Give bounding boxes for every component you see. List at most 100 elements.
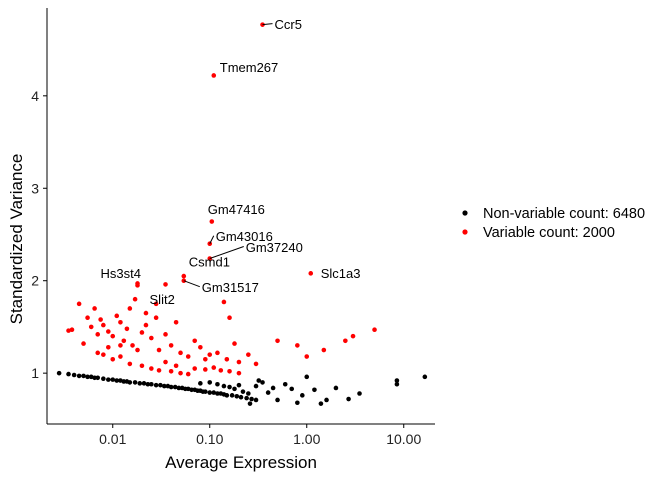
nonvariable-point-77 (422, 374, 428, 380)
ticks-layer: 0.01 0.10 1.00 10.00 1 2 3 4 (31, 88, 421, 447)
nonvariable-point-58 (246, 391, 251, 396)
variable-point-64 (236, 370, 242, 376)
variable-point-30 (198, 344, 203, 350)
x-tick-label-0: 0.01 (99, 431, 126, 447)
y-axis-title: Standardized Variance (7, 154, 26, 325)
gene-label-hs3st4: Hs3st4 (101, 266, 141, 281)
nonvariable-point-72 (333, 385, 339, 391)
label-leader-gm31517 (183, 280, 200, 288)
y-tick-label-0: 1 (31, 365, 39, 381)
nonvariable-point-2 (71, 372, 77, 378)
variable-point-20 (143, 322, 149, 328)
gene-label-slc1a3: Slc1a3 (321, 266, 361, 281)
variable-point-59 (192, 366, 198, 371)
nonvariable-point-66 (295, 400, 300, 406)
nonvariable-point-1 (66, 371, 71, 377)
variable-point-49 (149, 366, 154, 371)
variable-point-45 (372, 327, 377, 333)
x-tick-label-2: 1.00 (293, 431, 320, 447)
points-layer (56, 283, 428, 406)
variable-point-63 (227, 369, 232, 374)
highlighted-point-hs3st4 (135, 281, 140, 286)
variable-point-58 (173, 363, 179, 369)
nonvariable-point-26 (168, 384, 174, 390)
variable-point-32 (207, 352, 213, 357)
variable-point-41 (304, 354, 310, 359)
gene-label-slit2: Slit2 (150, 292, 175, 307)
variable-point-21 (149, 335, 154, 341)
variable-point-14 (121, 338, 127, 344)
nonvariable-point-73 (346, 396, 351, 402)
variable-point-53 (185, 371, 191, 377)
variable-point-43 (343, 338, 348, 344)
variable-point-7 (95, 332, 101, 337)
nonvariable-point-12 (114, 378, 120, 383)
nonvariable-point-11 (110, 377, 116, 382)
nonvariable-point-21 (149, 381, 154, 387)
variable-point-37 (246, 352, 251, 357)
variable-point-70 (118, 343, 123, 348)
variable-point-56 (135, 347, 140, 353)
gene-label-ccr5: Ccr5 (275, 17, 302, 32)
variable-point-62 (218, 368, 224, 373)
nonvariable-point-3 (76, 373, 82, 379)
nonvariable-point-19 (141, 381, 147, 386)
variable-point-33 (215, 350, 220, 356)
nonvariable-point-40 (215, 391, 220, 396)
gene-label-gm37240: Gm37240 (246, 240, 303, 255)
variable-point-16 (127, 306, 133, 311)
variable-point-10 (106, 329, 111, 334)
variable-point-34 (224, 356, 230, 362)
x-tick-label-3: 10.00 (386, 431, 421, 447)
variable-point-9 (101, 322, 106, 328)
nonvariable-point-68 (304, 374, 310, 380)
variable-point-68 (227, 315, 232, 320)
nonvariable-point-20 (145, 381, 151, 387)
nonvariable-point-39 (211, 390, 217, 395)
nonvariable-point-44 (229, 393, 235, 398)
variable-point-47 (127, 361, 133, 367)
nonvariable-point-16 (127, 380, 133, 385)
nonvariable-point-45 (234, 393, 240, 399)
variable-point-3 (81, 341, 86, 346)
highlighted-point-tmem267 (211, 73, 217, 78)
nonvariable-point-43 (224, 393, 230, 398)
y-tick-label-1: 2 (31, 273, 39, 289)
variable-point-46 (118, 354, 123, 359)
variable-point-5 (88, 324, 94, 330)
variable-point-60 (203, 367, 208, 372)
y-tick-label-3: 4 (31, 88, 39, 104)
nonvariable-point-23 (158, 382, 163, 388)
nonvariable-point-69 (312, 387, 317, 393)
variable-point-19 (139, 330, 145, 335)
variable-point-23 (156, 347, 162, 353)
variable-point-15 (124, 326, 130, 332)
variable-point-17 (130, 343, 135, 348)
variable-point-54 (101, 352, 106, 357)
nonvariable-point-51 (207, 380, 213, 385)
nonvariable-point-78 (247, 401, 253, 406)
nonvariable-point-49 (253, 397, 259, 403)
variable-point-67 (153, 301, 159, 307)
nonvariable-point-54 (227, 384, 232, 390)
variable-point-72 (95, 350, 101, 356)
variable-point-11 (110, 333, 116, 339)
nonvariable-point-67 (300, 393, 305, 398)
variable-point-22 (153, 315, 159, 320)
variable-point-31 (203, 356, 208, 362)
nonvariable-point-56 (236, 382, 242, 388)
variable-point-6 (92, 306, 97, 311)
variable-point-12 (114, 313, 120, 319)
nonvariable-point-38 (207, 390, 213, 395)
legend-marker-nonvariable (462, 210, 468, 216)
highlighted-point-gm47416 (209, 219, 215, 224)
nonvariable-point-4 (81, 373, 86, 379)
nonvariable-point-22 (153, 382, 159, 388)
variable-point-57 (163, 359, 168, 365)
nonvariable-point-9 (101, 376, 106, 382)
variable-point-55 (110, 356, 116, 362)
variable-point-48 (139, 363, 145, 369)
nonvariable-point-65 (289, 386, 295, 392)
gene-label-tmem267: Tmem267 (220, 60, 279, 75)
variable-point-39 (275, 338, 280, 344)
